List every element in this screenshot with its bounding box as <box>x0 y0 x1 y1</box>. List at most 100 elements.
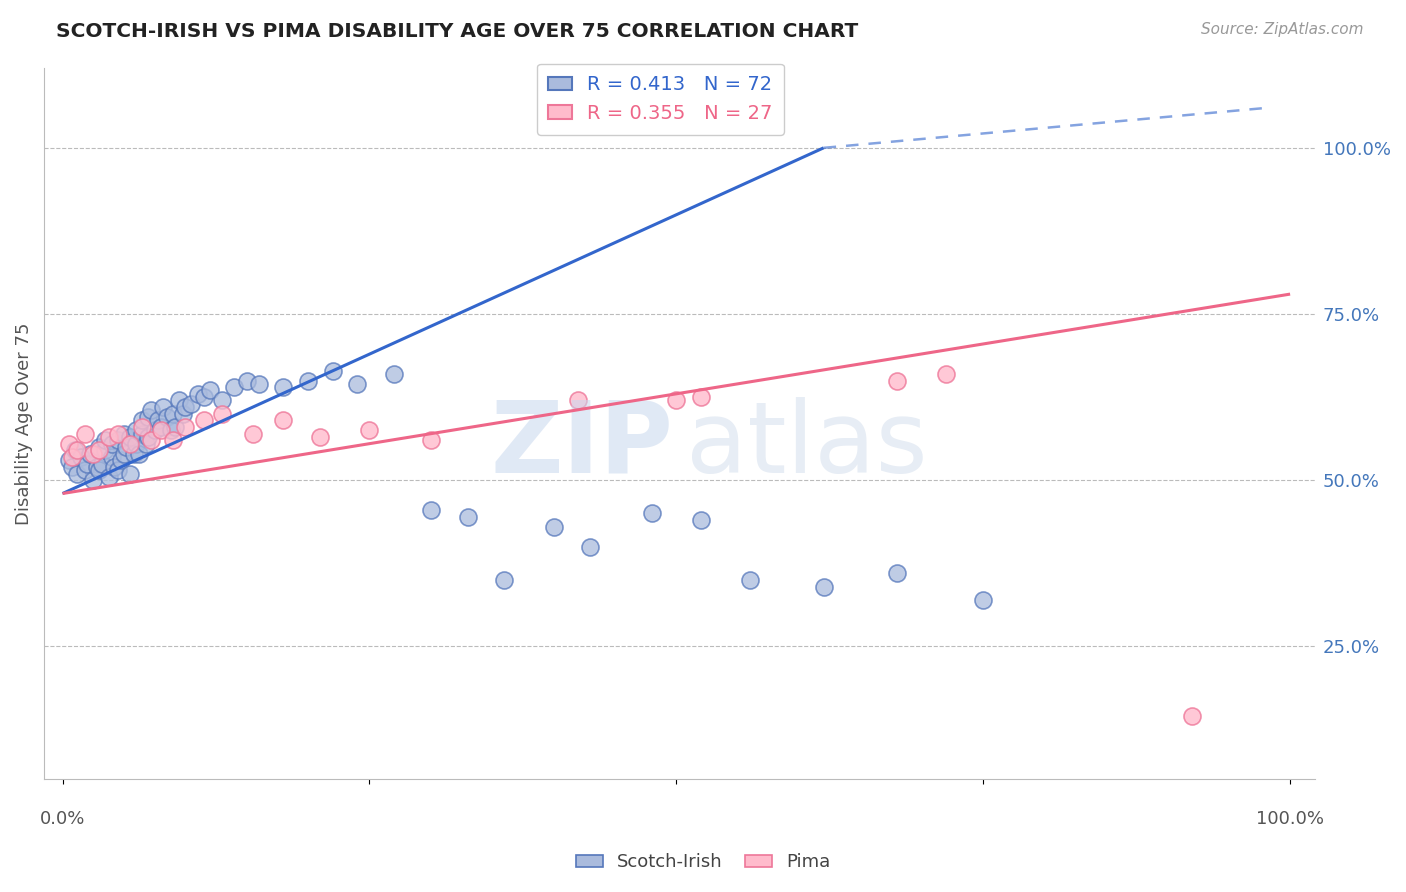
Text: atlas: atlas <box>686 397 928 493</box>
Point <box>152 400 174 414</box>
Point <box>79 447 101 461</box>
Point <box>139 434 162 448</box>
Point <box>86 459 108 474</box>
Point <box>82 473 104 487</box>
Point <box>224 380 246 394</box>
Point <box>579 540 602 554</box>
Point <box>309 430 332 444</box>
Y-axis label: Disability Age Over 75: Disability Age Over 75 <box>15 323 32 525</box>
Point <box>66 443 89 458</box>
Point <box>138 410 160 425</box>
Point <box>193 413 215 427</box>
Point <box>70 450 93 464</box>
Point <box>567 393 589 408</box>
Legend: Scotch-Irish, Pima: Scotch-Irish, Pima <box>568 847 838 879</box>
Point <box>58 453 80 467</box>
Point <box>297 374 319 388</box>
Text: SCOTCH-IRISH VS PIMA DISABILITY AGE OVER 75 CORRELATION CHART: SCOTCH-IRISH VS PIMA DISABILITY AGE OVER… <box>56 22 859 41</box>
Point <box>110 453 132 467</box>
Point <box>149 420 172 434</box>
Point <box>90 457 112 471</box>
Text: ZIP: ZIP <box>491 397 673 493</box>
Point <box>107 463 129 477</box>
Point <box>247 376 270 391</box>
Point <box>187 386 209 401</box>
Point <box>689 513 711 527</box>
Point <box>98 470 121 484</box>
Point <box>273 380 295 394</box>
Point <box>63 443 86 458</box>
Point <box>98 430 121 444</box>
Point <box>665 393 688 408</box>
Point <box>135 436 157 450</box>
Point <box>131 426 153 441</box>
Point <box>242 426 264 441</box>
Point <box>322 363 344 377</box>
Point <box>211 393 233 408</box>
Point <box>100 436 122 450</box>
Point <box>935 367 957 381</box>
Point <box>174 400 197 414</box>
Point <box>813 580 835 594</box>
Point <box>149 423 172 437</box>
Point <box>174 420 197 434</box>
Point <box>138 430 160 444</box>
Point <box>972 593 994 607</box>
Text: 100.0%: 100.0% <box>1256 810 1324 828</box>
Point <box>211 407 233 421</box>
Point <box>162 434 184 448</box>
Point <box>689 390 711 404</box>
Point <box>193 390 215 404</box>
Text: Source: ZipAtlas.com: Source: ZipAtlas.com <box>1201 22 1364 37</box>
Point <box>457 509 479 524</box>
Point <box>886 374 908 388</box>
Point <box>89 443 111 458</box>
Point <box>94 443 117 458</box>
Text: 0.0%: 0.0% <box>39 810 86 828</box>
Point <box>165 420 187 434</box>
Point <box>886 566 908 581</box>
Point <box>89 463 111 477</box>
Point <box>94 434 117 448</box>
Point <box>73 426 96 441</box>
Point <box>58 436 80 450</box>
Point <box>115 440 138 454</box>
Point <box>738 573 761 587</box>
Point <box>128 447 150 461</box>
Point <box>107 426 129 441</box>
Point <box>180 397 202 411</box>
Point <box>273 413 295 427</box>
Point <box>60 459 83 474</box>
Point <box>131 413 153 427</box>
Point <box>543 520 565 534</box>
Point <box>382 367 405 381</box>
Point <box>103 459 125 474</box>
Point <box>125 436 148 450</box>
Point <box>89 440 111 454</box>
Point <box>346 376 368 391</box>
Point <box>82 447 104 461</box>
Legend: R = 0.413   N = 72, R = 0.355   N = 27: R = 0.413 N = 72, R = 0.355 N = 27 <box>537 63 785 135</box>
Point <box>143 423 166 437</box>
Point <box>162 407 184 421</box>
Point <box>125 423 148 437</box>
Point <box>641 507 664 521</box>
Point <box>112 426 135 441</box>
Point <box>494 573 516 587</box>
Point <box>172 407 194 421</box>
Point <box>235 374 257 388</box>
Point <box>118 467 141 481</box>
Point <box>76 457 98 471</box>
Point <box>167 393 190 408</box>
Point <box>118 436 141 450</box>
Point <box>107 434 129 448</box>
Point <box>359 423 381 437</box>
Point <box>122 447 145 461</box>
Point <box>118 430 141 444</box>
Point <box>60 450 83 464</box>
Point <box>156 410 179 425</box>
Point <box>159 423 181 437</box>
Point <box>198 384 221 398</box>
Point <box>419 434 441 448</box>
Point <box>112 447 135 461</box>
